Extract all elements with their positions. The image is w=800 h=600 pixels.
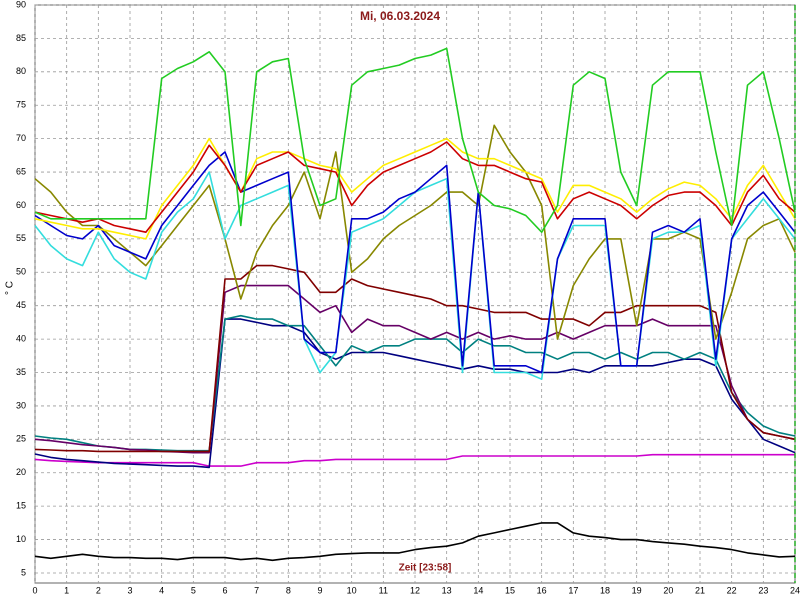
- x-tick-label: 15: [505, 585, 515, 595]
- y-tick-label: 25: [16, 434, 26, 444]
- y-tick-label: 90: [16, 0, 26, 9]
- x-tick-label: 1: [64, 585, 69, 595]
- y-tick-label: 10: [16, 534, 26, 544]
- series-line: [34, 264, 796, 453]
- series-line: [34, 47, 796, 233]
- y-tick-label: 45: [16, 300, 26, 310]
- x-tick-label: 9: [317, 585, 322, 595]
- series-line: [34, 141, 796, 233]
- series-line: [34, 318, 796, 469]
- series-line: [34, 137, 796, 240]
- y-tick-label: 35: [16, 367, 26, 377]
- x-tick-label: 24: [790, 585, 800, 595]
- x-axis-label: Zeit [23:58]: [399, 563, 452, 574]
- x-tick-label: 12: [410, 585, 420, 595]
- x-tick-label: 21: [695, 585, 705, 595]
- y-tick-label: 80: [16, 66, 26, 76]
- series-line: [34, 314, 796, 452]
- lines: [34, 47, 796, 562]
- x-tick-label: 5: [191, 585, 196, 595]
- series-line: [34, 151, 796, 374]
- y-tick-label: 75: [16, 100, 26, 110]
- x-tick-label: 19: [632, 585, 642, 595]
- y-tick-label: 55: [16, 233, 26, 243]
- x-tick-label: 0: [32, 585, 37, 595]
- series-line: [34, 522, 796, 562]
- x-tick-label: 23: [758, 585, 768, 595]
- x-tick-label: 16: [537, 585, 547, 595]
- x-tick-label: 7: [254, 585, 259, 595]
- y-tick-label: 20: [16, 467, 26, 477]
- x-tick-label: 3: [127, 585, 132, 595]
- y-tick-label: 15: [16, 501, 26, 511]
- series-line: [34, 453, 795, 467]
- x-tick-label: 22: [727, 585, 737, 595]
- x-tick-label: 8: [286, 585, 291, 595]
- x-tick-label: 2: [96, 585, 101, 595]
- x-tick-label: 4: [159, 585, 164, 595]
- x-tick-label: 11: [379, 585, 388, 595]
- y-tick-label: 50: [16, 267, 26, 277]
- chart-title: Mi, 06.03.2024: [360, 9, 440, 23]
- y-axis-label: ° C: [5, 281, 16, 295]
- y-tick-label: 40: [16, 333, 26, 343]
- y-tick-label: 65: [16, 166, 26, 176]
- x-tick-label: 10: [347, 585, 357, 595]
- y-tick-label: 30: [16, 400, 26, 410]
- x-tick-label: 13: [442, 585, 452, 595]
- y-tick-label: 85: [16, 33, 26, 43]
- x-tick-label: 14: [473, 585, 483, 595]
- x-tick-label: 20: [663, 585, 673, 595]
- y-tick-label: 70: [16, 133, 26, 143]
- y-tick-label: 5: [21, 567, 26, 577]
- x-tick-label: 17: [568, 585, 578, 595]
- series-line: [34, 124, 796, 340]
- x-tick-label: 6: [222, 585, 227, 595]
- y-tick-label: 60: [16, 200, 26, 210]
- x-tick-label: 18: [600, 585, 610, 595]
